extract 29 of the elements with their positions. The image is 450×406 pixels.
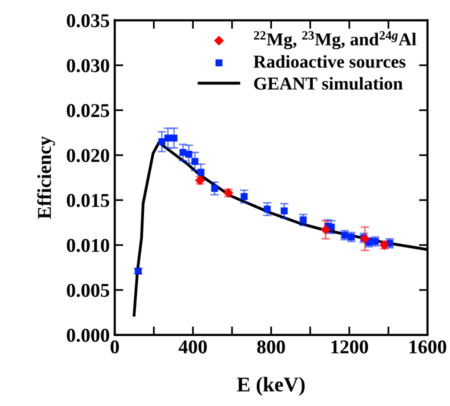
x-tick-label: 400 [178,340,207,354]
point [280,207,288,214]
y-axis-title: Efficiency [37,136,56,219]
x-tick-label: 800 [257,340,285,354]
legend-label: GEANT simulation [254,76,403,90]
legend-label: $^{22}$Mg, $^{23}$Mg, and$^{24g}$Al [254,31,416,50]
y-tick-label: 0.000 [66,328,110,342]
x-tick-label: 1200 [331,340,368,354]
point [185,150,192,158]
y-tick-label: 0.035 [66,14,110,28]
y-tick-label: 0.020 [66,148,110,162]
x-tick-label: 1600 [410,340,446,354]
y-tick-label: 0.010 [66,238,110,252]
y-tick-label: 0.015 [66,194,110,208]
y-tick-label: 0.030 [66,59,110,72]
point [170,134,178,142]
point [240,193,248,200]
x-axis-title: E (keV) [237,376,305,396]
point [197,168,204,176]
legend-label: Radioactive sources [254,55,406,68]
y-tick-label: 0.025 [66,104,110,118]
x-tick-label: 0 [110,340,119,354]
point [264,206,271,213]
y-tick-label: 0.005 [66,284,110,298]
point [191,158,198,165]
point [300,216,307,224]
point [158,138,166,146]
point [211,184,218,192]
point [320,224,331,235]
